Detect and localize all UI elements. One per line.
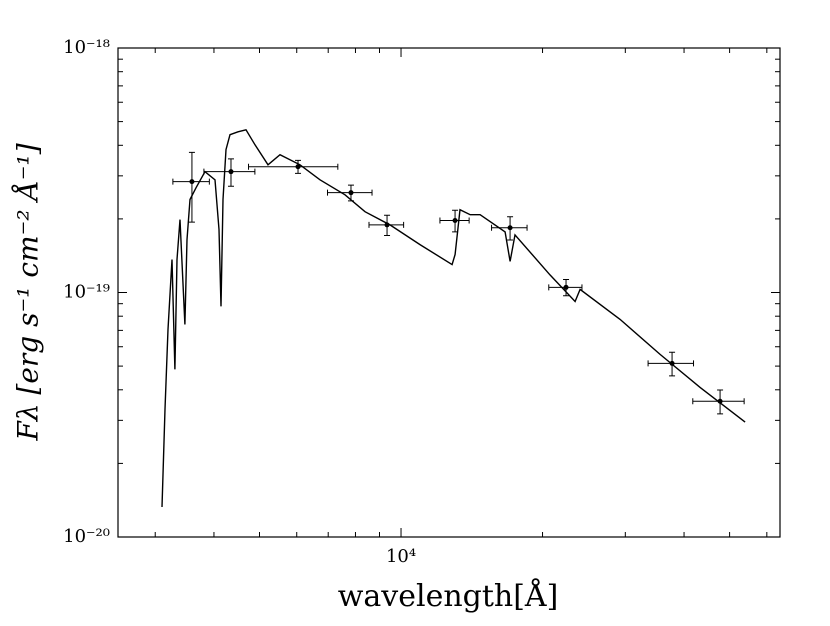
- data-point: [228, 169, 234, 175]
- y-axis-label: Fλ [erg s⁻¹ cm⁻² Å⁻¹]: [12, 143, 45, 441]
- x-tick-label: 10⁴: [386, 546, 416, 567]
- y-tick-label: 10⁻¹⁸: [63, 37, 110, 58]
- y-error-bar: [188, 151, 195, 223]
- data-point: [563, 284, 569, 290]
- data-point: [717, 398, 723, 404]
- data-point: [295, 164, 301, 170]
- y-tick-label: 10⁻¹⁹: [63, 282, 110, 303]
- data-point: [189, 179, 195, 185]
- plot-frame: [117, 47, 781, 538]
- data-point: [507, 225, 513, 231]
- data-point: [669, 360, 675, 366]
- x-axis-label: wavelength[Å]: [338, 578, 559, 614]
- data-point: [384, 222, 390, 228]
- data-point: [348, 190, 354, 196]
- spectrum-line: [161, 128, 746, 508]
- y-tick-label: 10⁻²⁰: [63, 526, 110, 547]
- x-error-bar: [248, 163, 339, 170]
- data-point: [452, 218, 458, 224]
